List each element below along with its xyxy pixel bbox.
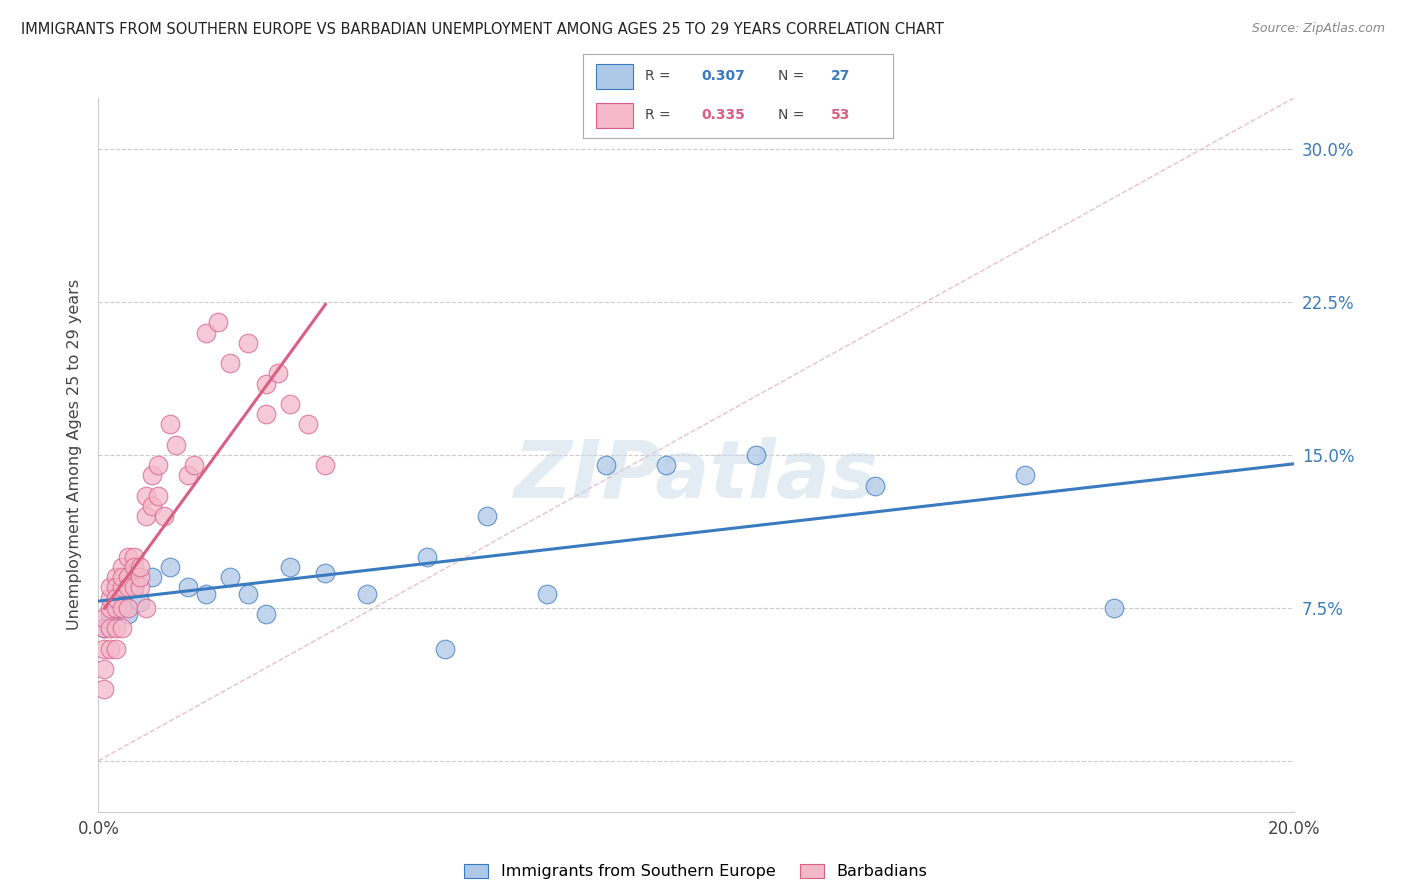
Point (129, 560, 152, 574)
Point (129, 595, 152, 609)
Text: 27: 27 (831, 70, 851, 83)
Point (111, 600, 134, 615)
Text: 53: 53 (831, 109, 851, 122)
Point (315, 458, 337, 472)
Point (111, 621, 134, 635)
Point (475, 509, 498, 524)
Bar (596, 103, 633, 128)
Point (117, 607, 139, 621)
Legend: Immigrants from Southern Europe, Barbadians: Immigrants from Southern Europe, Barbadi… (458, 857, 934, 886)
Bar (596, 63, 633, 89)
Point (153, 509, 176, 524)
Point (1104, 600, 1126, 615)
Point (93, 621, 115, 635)
Point (100, 621, 122, 635)
Point (416, 549, 439, 564)
Text: N =: N = (779, 70, 808, 83)
Point (135, 509, 157, 524)
Point (129, 581, 152, 595)
Point (236, 335, 259, 350)
Point (745, 448, 768, 462)
Point (117, 570, 139, 584)
Point (117, 600, 139, 615)
Point (111, 560, 134, 574)
Point (595, 458, 617, 472)
Point (111, 586, 134, 600)
Point (267, 367, 290, 381)
Point (100, 591, 122, 605)
Point (183, 458, 205, 472)
Point (159, 560, 181, 574)
Point (177, 581, 200, 595)
Point (105, 600, 128, 615)
Point (111, 570, 134, 584)
Y-axis label: Unemployment Among Ages 25 to 29 years: Unemployment Among Ages 25 to 29 years (67, 279, 83, 631)
Text: ZIPatlas: ZIPatlas (513, 437, 879, 516)
Point (105, 581, 128, 595)
Point (434, 641, 457, 656)
Point (93, 621, 115, 635)
Point (177, 468, 200, 483)
Text: Source: ZipAtlas.com: Source: ZipAtlas.com (1251, 22, 1385, 36)
Point (100, 581, 122, 595)
Point (93, 641, 115, 656)
Point (129, 570, 152, 584)
Point (93, 611, 115, 625)
Point (105, 621, 128, 635)
Point (135, 489, 157, 503)
Point (93, 662, 115, 676)
Point (236, 586, 259, 600)
Point (297, 417, 319, 432)
Point (93, 682, 115, 697)
Point (278, 397, 301, 411)
Point (165, 438, 187, 452)
Point (1014, 468, 1036, 483)
Point (254, 407, 277, 421)
Text: 0.307: 0.307 (702, 70, 745, 83)
Point (111, 581, 134, 595)
Point (117, 581, 139, 595)
Text: 0.335: 0.335 (702, 109, 745, 122)
Point (254, 376, 277, 391)
Point (117, 549, 139, 564)
Text: IMMIGRANTS FROM SOUTHERN EUROPE VS BARBADIAN UNEMPLOYMENT AMONG AGES 25 TO 29 YE: IMMIGRANTS FROM SOUTHERN EUROPE VS BARBA… (21, 22, 943, 37)
Point (100, 607, 122, 621)
Point (100, 641, 122, 656)
Point (124, 549, 146, 564)
Point (148, 458, 170, 472)
Point (135, 600, 157, 615)
Point (219, 356, 242, 370)
Point (655, 458, 678, 472)
Point (865, 478, 887, 492)
Point (148, 489, 170, 503)
Point (141, 570, 163, 584)
Point (141, 499, 163, 513)
Text: R =: R = (645, 70, 675, 83)
Point (105, 570, 128, 584)
Point (254, 607, 277, 621)
Point (207, 315, 229, 329)
Point (195, 326, 218, 340)
Point (315, 566, 337, 581)
Point (105, 600, 128, 615)
Point (100, 600, 122, 615)
Point (278, 560, 301, 574)
Point (141, 468, 163, 483)
Point (356, 586, 378, 600)
Point (159, 417, 181, 432)
Point (219, 570, 242, 584)
Point (195, 586, 218, 600)
Text: R =: R = (645, 109, 675, 122)
Point (105, 591, 128, 605)
Point (536, 586, 558, 600)
Point (124, 560, 146, 574)
Text: N =: N = (779, 109, 808, 122)
Point (124, 581, 146, 595)
Point (105, 641, 128, 656)
Point (124, 581, 146, 595)
